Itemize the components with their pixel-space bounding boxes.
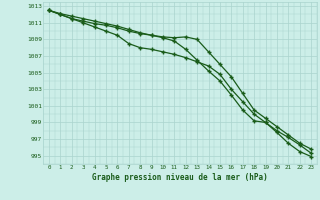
X-axis label: Graphe pression niveau de la mer (hPa): Graphe pression niveau de la mer (hPa) xyxy=(92,173,268,182)
